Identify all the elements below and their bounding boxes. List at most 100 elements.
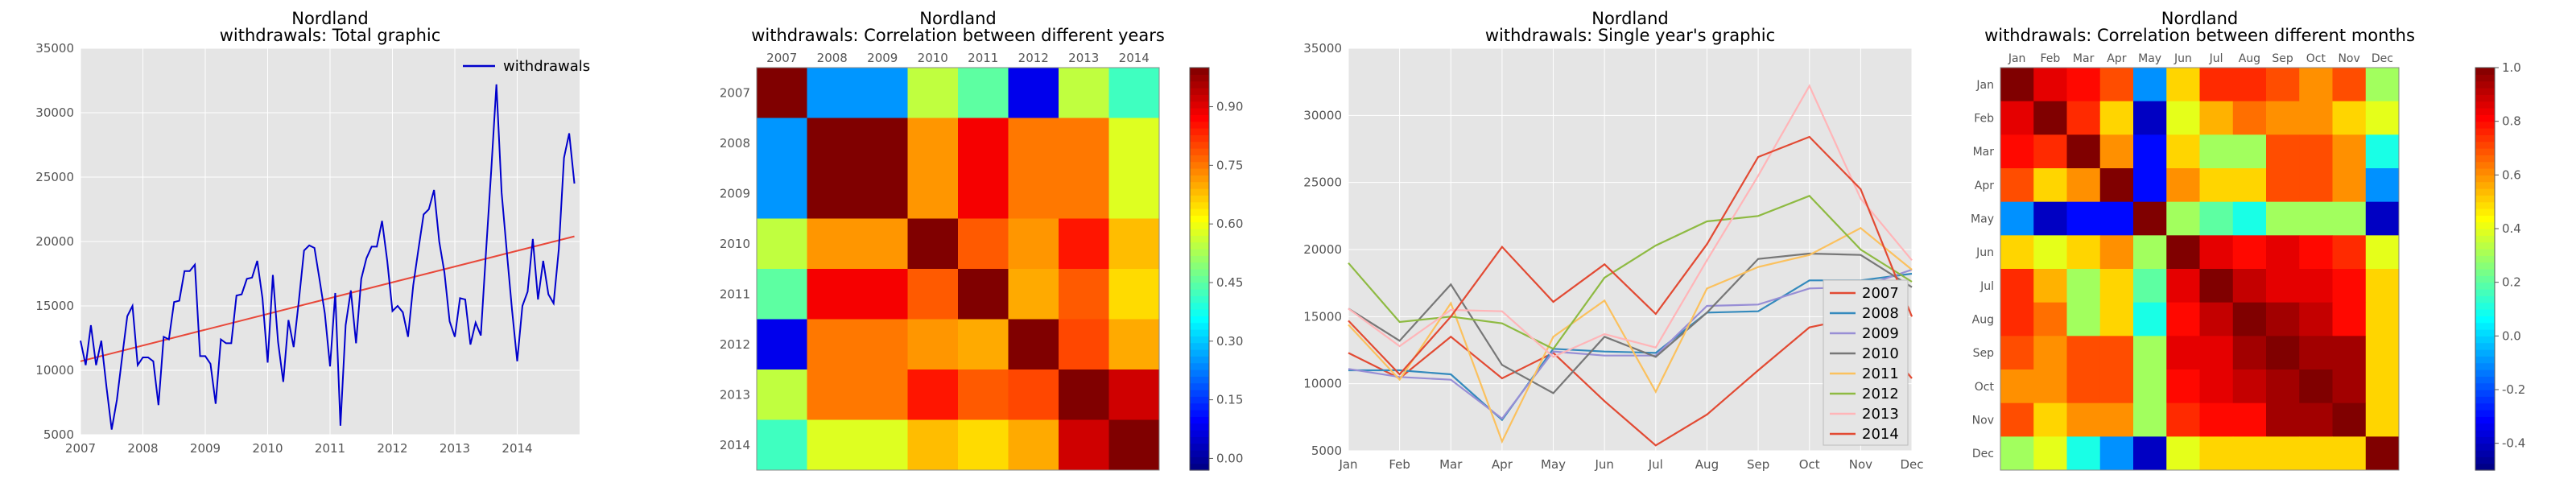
series-line-2009 <box>1348 268 1913 420</box>
withdrawals-line <box>80 84 576 430</box>
heatmap-cell <box>2099 68 2134 102</box>
heatmap-cell <box>2199 402 2234 437</box>
heatmap-cell <box>2365 436 2400 471</box>
heatmap-cell <box>2033 201 2067 236</box>
heatmap-cell <box>2099 201 2134 236</box>
colorbar-segment <box>2475 342 2495 350</box>
x-tick-label: 2009 <box>190 441 221 456</box>
heatmap-cell <box>2266 68 2300 102</box>
colorbar-segment <box>1190 229 1209 236</box>
legend-label: 2010 <box>1862 345 1899 362</box>
colorbar-segment <box>2475 101 2495 109</box>
heatmap-cell <box>1008 218 1059 270</box>
column-label: 2009 <box>867 51 898 65</box>
x-tick-label: Nov <box>1849 457 1872 472</box>
heatmap-cell <box>2133 402 2167 437</box>
heatmap-cell <box>2133 436 2167 471</box>
y-tick-label: 10000 <box>35 363 74 378</box>
heatmap-cell <box>807 118 858 169</box>
colorbar-segment <box>1190 289 1209 296</box>
colorbar-segment <box>1190 161 1209 169</box>
row-label: Mar <box>1973 146 1995 159</box>
colorbar-segment <box>2475 456 2495 464</box>
colorbar-segment <box>2475 108 2495 115</box>
heatmap-cell <box>1008 269 1059 320</box>
heatmap-cell <box>958 319 1009 370</box>
heatmap-cell <box>2066 402 2101 437</box>
heatmap-cell <box>2133 336 2167 370</box>
heatmap-cell <box>1059 168 1109 219</box>
colorbar-segment <box>1190 249 1209 256</box>
heatmap-cell <box>757 369 807 420</box>
heatmap-cell <box>1108 218 1160 270</box>
heatmap-cell <box>2099 369 2134 404</box>
heatmap-cell <box>1059 68 1109 118</box>
colorbar-segment <box>2475 322 2495 330</box>
heatmap-cell <box>2365 269 2400 303</box>
heatmap-cell <box>2099 302 2134 336</box>
heatmap-cell <box>757 269 807 320</box>
row-label: 2013 <box>720 387 750 402</box>
heatmap-cell <box>2099 269 2134 303</box>
series-line-2012 <box>1348 195 1913 350</box>
colorbar-segment <box>2475 155 2495 163</box>
colorbar-segment <box>2475 309 2495 316</box>
column-label: Feb <box>2040 52 2060 65</box>
row-label: Feb <box>1974 113 1994 126</box>
colorbar-segment <box>1190 382 1209 390</box>
heatmap-cell <box>2166 201 2200 236</box>
heatmap-cell <box>907 419 959 471</box>
heatmap-cell <box>2033 134 2067 169</box>
colorbar-segment <box>1190 68 1209 75</box>
heatmap-cell <box>2033 269 2067 303</box>
column-label: 2010 <box>918 51 948 65</box>
colorbar-segment <box>2475 195 2495 203</box>
heatmap-cell <box>2299 402 2333 437</box>
x-tick-label: Aug <box>1695 457 1719 472</box>
heatmap-cell <box>2066 201 2101 236</box>
column-label: Mar <box>2073 52 2095 65</box>
column-label: 2011 <box>968 51 998 65</box>
x-tick-label: May <box>1541 457 1566 472</box>
heatmap-cell <box>2266 201 2300 236</box>
colorbar-segment <box>1190 329 1209 336</box>
column-label: Oct <box>2306 52 2326 65</box>
colorbar-segment <box>1190 463 1209 471</box>
y-tick-label: 5000 <box>43 427 74 442</box>
heatmap-cell <box>2166 134 2200 169</box>
heatmap-cell <box>2365 201 2400 236</box>
heatmap-cell <box>907 269 959 320</box>
heatmap-cell <box>907 118 959 169</box>
colorbar-segment <box>1190 155 1209 163</box>
heatmap-cell <box>2166 269 2200 303</box>
x-tick-label: Dec <box>1900 457 1923 472</box>
heatmap-cell <box>807 419 858 471</box>
heatmap-cell <box>2266 269 2300 303</box>
colorbar-segment <box>1190 436 1209 444</box>
heatmap-cell <box>2365 101 2400 135</box>
heatmap-cell <box>2166 235 2200 270</box>
x-tick-label: 2013 <box>440 441 470 456</box>
colorbar-segment <box>2475 148 2495 155</box>
colorbar-segment <box>1190 302 1209 310</box>
colorbar-segment <box>1190 262 1209 270</box>
heatmap-cell <box>2099 168 2134 203</box>
colorbar-segment <box>2475 262 2495 270</box>
heatmap-cell <box>2332 302 2367 336</box>
y-tick-label: 20000 <box>1303 242 1342 257</box>
chart-subtitle: withdrawals: Single year's graphic <box>1485 26 1775 45</box>
colorbar-tick-label: 0.60 <box>1216 217 1243 231</box>
heatmap-cell <box>2266 235 2300 270</box>
heatmap-cell <box>2332 134 2367 169</box>
legend-label: 2014 <box>1862 426 1899 443</box>
heatmap-cell <box>2099 101 2134 135</box>
heatmap-cell <box>1108 369 1160 420</box>
heatmap-cell <box>2266 436 2300 471</box>
heatmap-cell <box>2266 134 2300 169</box>
y-tick-label: 5000 <box>1311 444 1342 458</box>
heatmap-cell <box>2033 436 2067 471</box>
colorbar-tick-label: 0.90 <box>1216 100 1243 114</box>
colorbar-segment <box>2475 80 2495 89</box>
colorbar-segment <box>2475 362 2495 370</box>
